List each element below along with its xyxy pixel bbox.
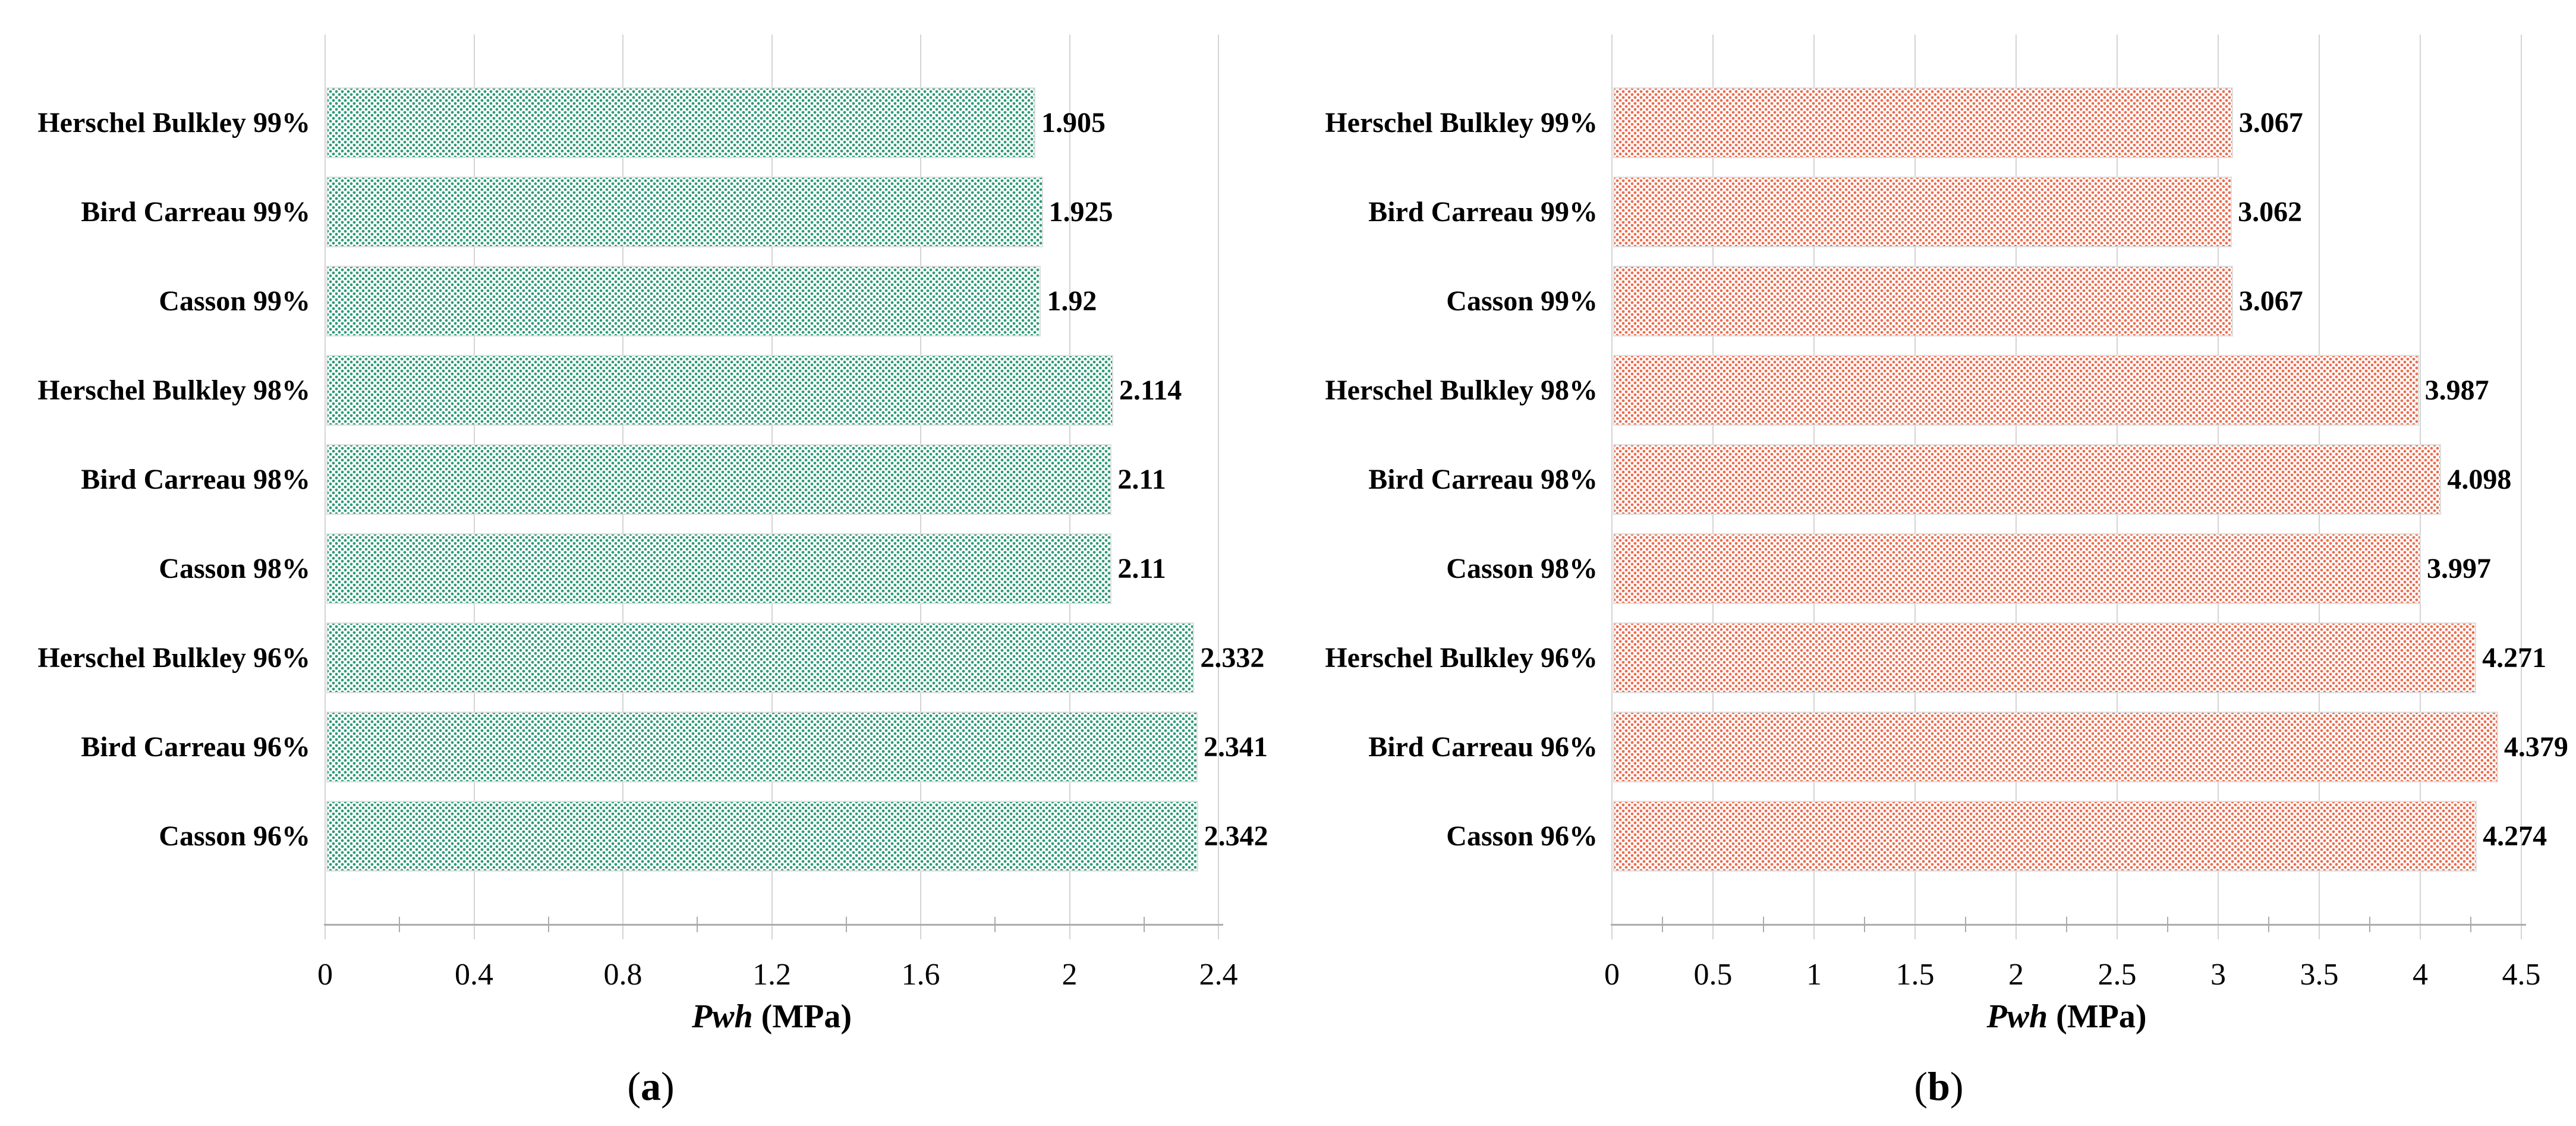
category-label: Herschel Bulkley 98%: [37, 375, 310, 406]
bar: [1613, 533, 2421, 604]
bar: [1613, 177, 2232, 247]
x-tick-label: 0.5: [1693, 958, 1733, 992]
x-tick-label: 2: [1062, 958, 1078, 992]
x-gridline: [1611, 34, 1613, 939]
bar-value-label: 1.925: [1048, 196, 1113, 228]
bar: [326, 87, 1035, 158]
category-label: Casson 96%: [159, 820, 310, 852]
x-tick-label: 1.2: [752, 958, 791, 992]
category-label: Herschel Bulkley 99%: [1325, 107, 1598, 139]
bar: [1613, 712, 2498, 782]
category-label: Casson 98%: [1446, 553, 1598, 584]
bar-value-label: 2.114: [1119, 375, 1182, 406]
category-label: Casson 98%: [159, 553, 310, 584]
bar: [326, 266, 1041, 336]
x-tick-label: 0: [1604, 958, 1620, 992]
x-axis-title-symbol: Pwh: [1986, 998, 2048, 1035]
x-gridline: [1218, 34, 1219, 939]
caption-letter: a: [641, 1064, 661, 1109]
bar-value-label: 1.92: [1047, 285, 1097, 317]
x-axis-title-symbol: Pwh: [691, 998, 753, 1035]
bar-value-label: 4.271: [2482, 642, 2547, 674]
category-label: Bird Carreau 99%: [1368, 196, 1598, 228]
x-tick-label: 1.6: [901, 958, 940, 992]
category-label: Herschel Bulkley 96%: [37, 642, 310, 674]
x-axis-line: [1611, 924, 2526, 926]
bar-value-label: 1.905: [1041, 107, 1106, 139]
bar: [326, 801, 1198, 872]
caption-letter: b: [1928, 1064, 1950, 1109]
caption-open-paren: (: [627, 1064, 641, 1109]
x-tick-label: 4.5: [2502, 958, 2541, 992]
x-gridline: [325, 34, 326, 939]
x-axis-title-unit: (MPa): [2048, 998, 2147, 1035]
x-axis-title-unit: (MPa): [752, 998, 852, 1035]
x-tick-label: 0: [317, 958, 333, 992]
category-label: Bird Carreau 96%: [81, 731, 310, 763]
x-tick-label: 0.8: [603, 958, 643, 992]
caption-open-paren: (: [1914, 1064, 1928, 1109]
x-tick-label: 2: [2008, 958, 2024, 992]
bar: [326, 622, 1195, 693]
bar-value-label: 3.987: [2424, 375, 2489, 406]
category-label: Herschel Bulkley 99%: [37, 107, 310, 139]
x-tick-label: 2.4: [1199, 958, 1238, 992]
x-tick-label: 0.4: [455, 958, 493, 992]
bar-value-label: 2.11: [1117, 553, 1166, 584]
bar: [326, 177, 1043, 247]
panel-caption: (a): [532, 1063, 770, 1110]
bar-value-label: 2.342: [1204, 820, 1268, 852]
bar: [1613, 355, 2419, 426]
category-label: Bird Carreau 98%: [81, 464, 310, 495]
category-label: Casson 99%: [159, 285, 310, 317]
category-label: Bird Carreau 98%: [1368, 464, 1598, 495]
x-tick-label: 3.5: [2300, 958, 2339, 992]
x-tick-label: 1.5: [1895, 958, 1935, 992]
category-label: Bird Carreau 99%: [81, 196, 310, 228]
bar: [326, 355, 1113, 426]
category-label: Herschel Bulkley 96%: [1325, 642, 1598, 674]
bar-value-label: 2.341: [1204, 731, 1268, 763]
category-label: Bird Carreau 96%: [1368, 731, 1598, 763]
caption-close-paren: ): [1950, 1064, 1964, 1109]
bar-value-label: 4.274: [2483, 820, 2547, 852]
bar-value-label: 3.997: [2426, 553, 2491, 584]
bar: [326, 712, 1198, 782]
category-label: Casson 99%: [1446, 285, 1598, 317]
bar-value-label: 3.067: [2238, 107, 2303, 139]
bar: [326, 533, 1112, 604]
panel-caption: (b): [1820, 1063, 2058, 1110]
bar-value-label: 4.098: [2447, 464, 2512, 495]
caption-close-paren: ): [661, 1064, 675, 1109]
bar-value-label: 3.062: [2238, 196, 2303, 228]
bar: [1613, 266, 2233, 336]
bar: [1613, 801, 2477, 872]
x-tick-label: 1: [1806, 958, 1822, 992]
bar-value-label: 2.332: [1200, 642, 1265, 674]
bar-value-label: 3.067: [2238, 285, 2303, 317]
bar-value-label: 2.11: [1117, 464, 1166, 495]
x-tick-label: 2.5: [2098, 958, 2137, 992]
x-tick-label: 3: [2210, 958, 2226, 992]
x-gridline: [2521, 34, 2522, 939]
category-label: Herschel Bulkley 98%: [1325, 375, 1598, 406]
bar-value-label: 4.379: [2503, 731, 2568, 763]
bar: [1613, 444, 2442, 515]
x-axis-title: Pwh (MPa): [505, 998, 1040, 1036]
x-tick-label: 4: [2413, 958, 2428, 992]
bar: [1613, 87, 2233, 158]
x-axis-title: Pwh (MPa): [1799, 998, 2334, 1036]
bar: [1613, 622, 2477, 693]
category-label: Casson 96%: [1446, 820, 1598, 852]
x-axis-line: [324, 924, 1223, 926]
bar: [326, 444, 1112, 515]
